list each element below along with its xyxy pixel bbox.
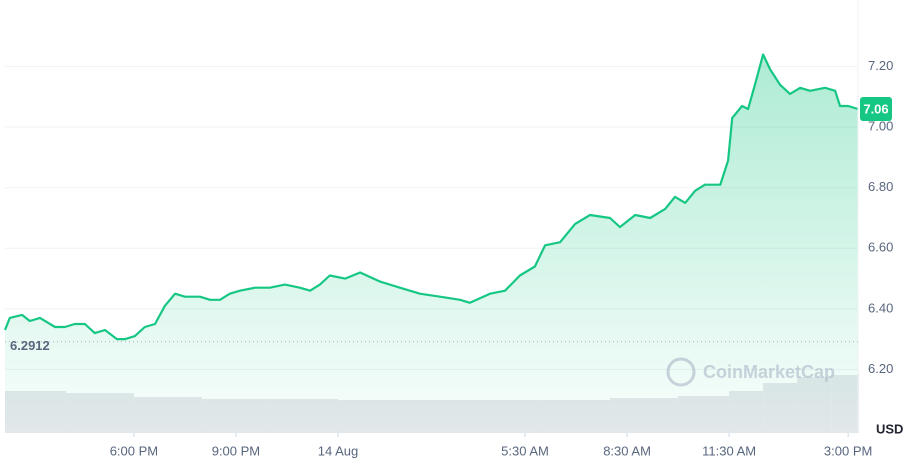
y-tick-label: 6.60: [868, 240, 893, 255]
last-price-badge: [860, 97, 892, 122]
x-tick-label: 11:30 AM: [702, 443, 756, 458]
x-tick-label: 3:00 PM: [824, 443, 872, 458]
y-tick-label: 7.00: [868, 119, 893, 134]
y-tick-label: 6.20: [868, 361, 893, 376]
x-tick-label: 9:00 PM: [212, 443, 260, 458]
price-area: [5, 54, 858, 433]
y-tick-label: 7.20: [868, 58, 893, 73]
watermark-text: CoinMarketCap: [703, 362, 835, 382]
currency-label: USD: [876, 421, 903, 436]
last-price-label: 7.06: [863, 101, 888, 116]
x-tick-label: 14 Aug: [318, 443, 359, 458]
price: [3, 53, 859, 433]
y-tick-label: 6.40: [868, 300, 893, 315]
watermark-logo: [666, 357, 696, 387]
x-tick-label: 6:00 PM: [110, 443, 158, 458]
reference-label: 6.2912: [10, 338, 50, 353]
x-tick-label: 8:30 AM: [603, 443, 651, 458]
x-tick-label: 5:30 AM: [501, 443, 549, 458]
watermark: CoinMarketCap: [666, 357, 835, 387]
price-line: [3, 53, 859, 341]
y-tick-label: 6.80: [868, 179, 893, 194]
